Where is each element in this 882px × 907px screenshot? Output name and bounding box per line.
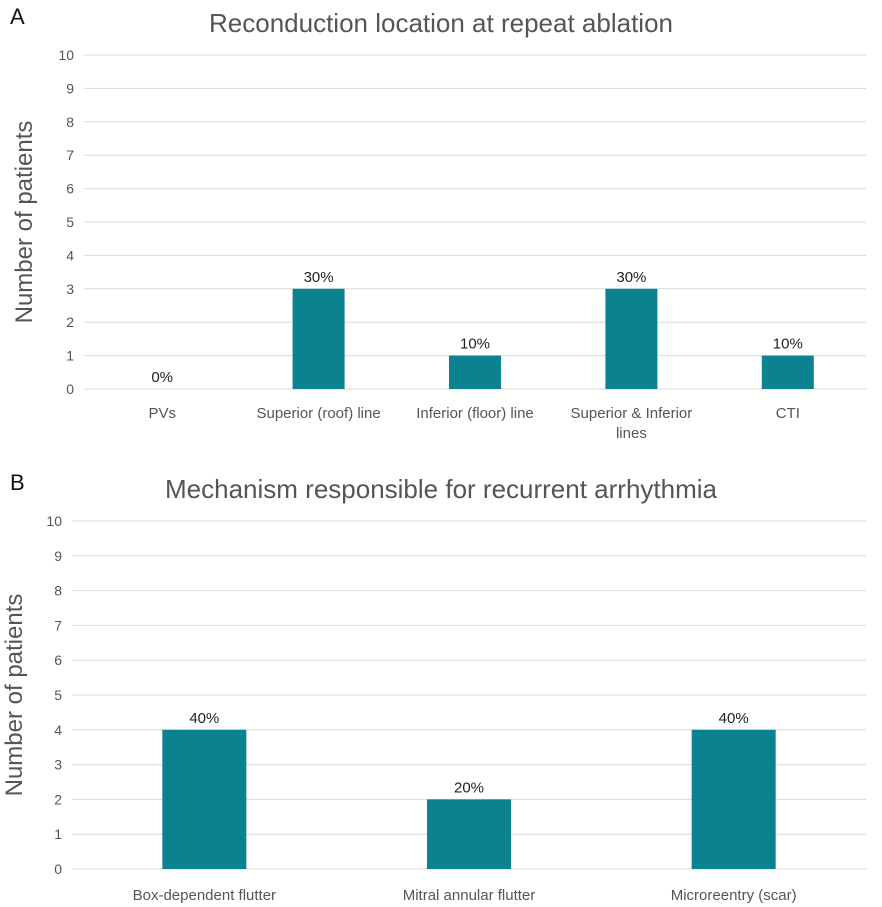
category-label: Microreentry (scar) [671, 887, 797, 904]
category-label: Mitral annular flutter [403, 887, 536, 904]
y-tick-label: 10 [46, 513, 62, 529]
category-label: lines [616, 425, 647, 442]
data-label: 0% [151, 369, 173, 386]
data-label: 20% [454, 779, 484, 796]
category-label: CTI [776, 405, 800, 422]
y-tick-label: 8 [66, 114, 74, 130]
data-label: 30% [304, 269, 334, 286]
y-tick-label: 3 [54, 757, 62, 773]
category-label: Inferior (floor) line [416, 405, 534, 422]
y-tick-label: 10 [58, 47, 74, 63]
bar-chart-a: 0 1 2 3 4 5 6 7 8 9 10 Number of patients 0% PVs 30% Su… [11, 47, 866, 442]
y-tick-label: 9 [66, 80, 74, 96]
y-tick-label: 0 [54, 861, 62, 877]
bar [162, 729, 247, 869]
y-tick-label: 6 [54, 652, 62, 668]
chart-title-a: Reconduction location at repeat ablation [209, 8, 673, 38]
data-label: 10% [460, 336, 490, 353]
y-tick-label: 2 [66, 314, 74, 330]
y-tick-label: 6 [66, 181, 74, 197]
y-axis-label: Number of patients [11, 121, 38, 324]
bar [605, 288, 658, 389]
y-tick-label: 5 [66, 214, 74, 230]
y-tick-label: 4 [54, 722, 62, 738]
chart-panel-a: A Reconduction location at repeat ablati… [0, 0, 882, 450]
y-tick-label: 4 [66, 247, 74, 263]
y-tick-label: 8 [54, 583, 62, 599]
y-tick-label: 1 [66, 348, 74, 364]
bar [427, 799, 511, 869]
y-tick-label: 7 [54, 617, 62, 633]
panel-letter-a: A [10, 4, 25, 29]
y-tick-label: 5 [54, 687, 62, 703]
y-tick-label: 7 [66, 147, 74, 163]
y-tick-label: 9 [54, 548, 62, 564]
bar-chart-b: 0 1 2 3 4 5 6 7 8 9 10 Number of patients 40% Box-dep… [1, 513, 866, 904]
bar [449, 355, 501, 389]
category-label: Superior (roof) line [256, 405, 380, 422]
panel-letter-b: B [10, 470, 25, 495]
data-label: 10% [773, 336, 803, 353]
chart-panel-b: B Mechanism responsible for recurrent ar… [0, 460, 882, 907]
bar [292, 288, 345, 389]
y-tick-label: 3 [66, 281, 74, 297]
bar [761, 355, 814, 389]
data-label: 40% [719, 710, 749, 727]
y-tick-label: 1 [54, 826, 62, 842]
chart-title-b: Mechanism responsible for recurrent arrh… [165, 474, 717, 504]
category-label: Superior & Inferior [571, 405, 693, 422]
y-tick-label: 0 [66, 381, 74, 397]
y-tick-label: 2 [54, 791, 62, 807]
data-label: 40% [189, 710, 219, 727]
data-label: 30% [616, 269, 646, 286]
category-label: PVs [148, 405, 176, 422]
category-label: Box-dependent flutter [133, 887, 276, 904]
y-axis-label: Number of patients [1, 594, 28, 797]
bar [691, 729, 776, 869]
